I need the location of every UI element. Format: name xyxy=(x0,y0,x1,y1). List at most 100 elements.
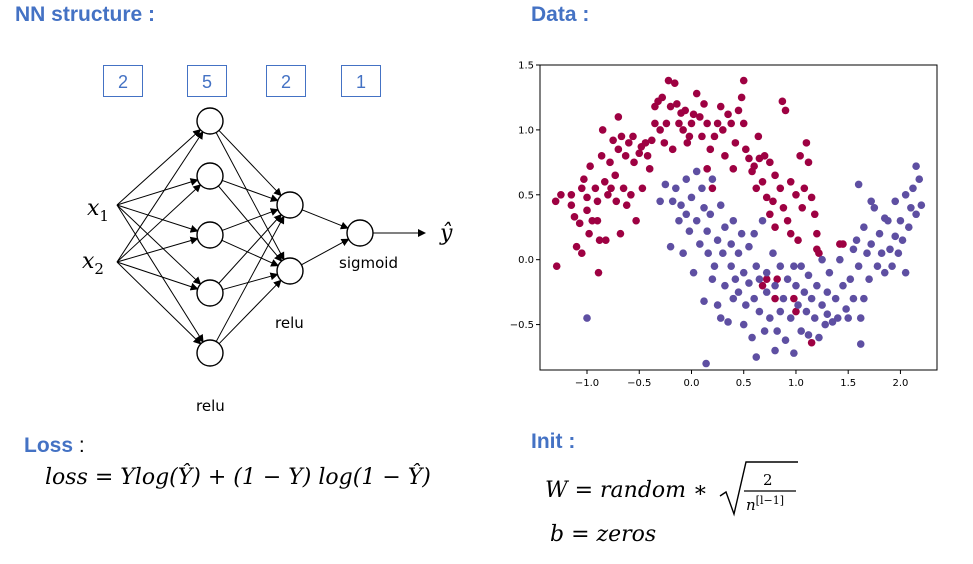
scatter-point xyxy=(804,158,813,167)
edge-input1-h1-5 xyxy=(116,204,204,343)
scatter-point xyxy=(708,275,717,283)
scatter-point xyxy=(758,281,767,290)
scatter-point xyxy=(818,255,826,264)
scatter-point xyxy=(771,223,779,232)
scatter-point xyxy=(891,197,900,206)
scatter-point xyxy=(621,152,630,160)
edge-h1-4-h2-2 xyxy=(222,272,279,291)
sqrt-radical: 2 n[l−1] xyxy=(719,461,798,517)
nn-neurons xyxy=(196,107,374,367)
x-tick-label: 1.5 xyxy=(840,378,856,389)
scatter-point xyxy=(901,190,910,199)
scatter-point xyxy=(792,307,800,316)
init-w-den-sup: [l−1] xyxy=(756,494,784,507)
scatter-point xyxy=(797,327,805,335)
input-x1-base: x xyxy=(87,196,100,221)
edge-input2-h1-5 xyxy=(116,261,202,345)
scatter-point xyxy=(748,333,756,342)
scatter-point xyxy=(602,236,610,245)
scatter-point xyxy=(683,139,692,147)
scatter-point xyxy=(570,213,579,221)
scatter-point xyxy=(849,294,858,303)
edge-h1-5-h2-1 xyxy=(215,215,285,342)
scatter-point xyxy=(752,184,761,193)
scatter-point xyxy=(572,242,581,251)
scatter-point xyxy=(629,132,637,141)
scatter-point xyxy=(804,331,813,339)
scatter-point xyxy=(796,152,804,160)
scatter-point xyxy=(875,229,884,238)
scatter-point xyxy=(729,294,738,303)
scatter-point xyxy=(745,279,753,287)
input-x2-base: x xyxy=(82,249,95,274)
scatter-point xyxy=(627,190,635,199)
init-w-formula: W = random ∗ xyxy=(545,478,708,503)
scatter-point xyxy=(779,294,788,303)
x-tick-label: 0.5 xyxy=(736,378,752,389)
output-activation-label: sigmoid xyxy=(339,254,398,272)
y-tick-label: −0.5 xyxy=(510,320,534,331)
scatter-point xyxy=(856,340,865,348)
scatter-point xyxy=(792,281,800,290)
scatter-point xyxy=(786,314,795,322)
scatter-point xyxy=(798,203,807,212)
scatter-point xyxy=(575,219,584,228)
scatter-point xyxy=(807,294,816,303)
scatter-point xyxy=(778,97,787,106)
scatter-point xyxy=(771,281,779,290)
scatter-point xyxy=(737,93,746,102)
scatter-point xyxy=(754,132,763,141)
scatter-point xyxy=(790,262,798,270)
scatter-point xyxy=(612,197,621,206)
scatter-point xyxy=(670,79,679,87)
scatter-point xyxy=(713,236,722,245)
scatter-point xyxy=(752,353,761,361)
scatter-point xyxy=(800,184,809,193)
scatter-point xyxy=(677,201,685,209)
scatter-point xyxy=(760,152,769,160)
scatter-point xyxy=(797,262,805,270)
scatter-point xyxy=(762,193,771,202)
scatter-point xyxy=(766,158,774,167)
scatter-point xyxy=(870,203,879,212)
edge-input1-h1-3 xyxy=(116,204,199,233)
scatter-point xyxy=(849,245,858,254)
scatter-point xyxy=(700,297,708,306)
edge-input2-h1-3 xyxy=(116,236,199,263)
hidden1-neuron-4 xyxy=(196,279,224,307)
scatter-point xyxy=(880,268,889,277)
layer-size-hidden1: 5 xyxy=(187,65,227,97)
edge-h1-3-h2-2 xyxy=(221,239,280,267)
scatter-point xyxy=(823,310,832,318)
scatter-point xyxy=(672,184,680,193)
scatter-point xyxy=(779,203,788,212)
scatter-point xyxy=(854,262,863,270)
scatter-point xyxy=(716,102,725,111)
scatter-chart: −1.0 −0.5 0.0 0.5 1.0 1.5 2.0 −0.5 0.0 0.5 1.0 1.5 xyxy=(510,61,938,389)
scatter-point xyxy=(783,275,792,283)
edge-h1-5-h2-2 xyxy=(218,279,282,345)
scatter-point xyxy=(651,119,659,128)
scatter-point xyxy=(758,216,767,225)
scatter-point xyxy=(660,139,669,147)
scatter-point xyxy=(863,249,871,257)
scatter-point xyxy=(703,227,711,235)
scatter-point xyxy=(685,132,694,141)
x-tick-label: 0.0 xyxy=(684,378,700,389)
scatter-point xyxy=(742,145,750,154)
scatter-point xyxy=(880,214,889,222)
x-tick-label: −1.0 xyxy=(575,378,599,389)
scatter-point xyxy=(710,262,719,270)
scatter-point xyxy=(700,100,708,108)
scatter-point xyxy=(685,227,694,235)
scatter-point xyxy=(755,307,764,316)
scatter-point xyxy=(713,301,722,309)
scatter-point xyxy=(619,184,628,193)
scatter-point xyxy=(692,89,701,98)
scatter-point xyxy=(625,139,633,147)
scatter-point xyxy=(760,327,769,335)
scatter-point xyxy=(708,175,717,184)
scatter-point xyxy=(860,223,868,232)
loss-formula-lhs: loss = xyxy=(45,465,121,490)
edge-h1-2-h2-2 xyxy=(217,185,283,262)
